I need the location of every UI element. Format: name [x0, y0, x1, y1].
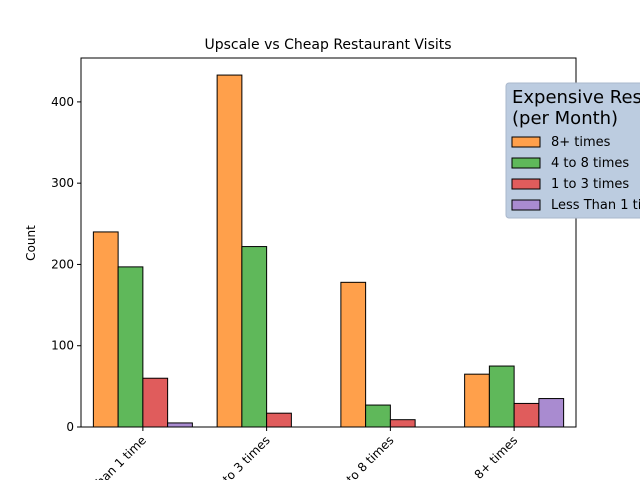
bar	[389, 419, 416, 428]
x-tick-label: 8+ times	[472, 433, 521, 480]
bar	[340, 281, 367, 428]
bar	[513, 402, 540, 428]
legend-swatch	[511, 157, 541, 169]
legend-label: 8+ times	[551, 135, 611, 150]
legend-title-line: (per Month)	[512, 108, 618, 129]
bar	[488, 365, 515, 428]
y-tick-label: 100	[51, 339, 74, 353]
bar	[365, 404, 391, 428]
legend-title: Expensive Restaurant Visits(per Month)	[512, 87, 640, 129]
y-tick-label: 0	[66, 420, 74, 434]
legend-swatch	[511, 178, 541, 190]
y-axis-label: Count	[24, 225, 38, 261]
x-tick-label: Less Than 1 time	[67, 433, 149, 480]
bar	[216, 74, 243, 428]
bar	[92, 231, 119, 428]
x-tick-label: 1 to 3 times	[212, 433, 273, 480]
bar	[167, 422, 193, 428]
legend-title-line: Expensive Restaurant Visits	[512, 87, 640, 108]
bar	[464, 373, 490, 428]
y-tick-label: 200	[51, 257, 74, 271]
y-tick-label: 400	[51, 95, 74, 109]
legend-label: 1 to 3 times	[551, 177, 629, 192]
bar	[241, 246, 268, 428]
x-tick-label: 4 to 8 times	[336, 433, 397, 480]
y-tick-label: 300	[51, 176, 74, 190]
legend-swatch	[511, 199, 541, 211]
plot-frame	[80, 57, 577, 428]
bar	[142, 377, 169, 428]
legend-swatch	[511, 136, 541, 148]
bar	[266, 412, 292, 428]
legend-label: 4 to 8 times	[551, 156, 629, 171]
bar	[117, 266, 144, 428]
chart-title: Upscale vs Cheap Restaurant Visits	[204, 37, 451, 53]
legend-label: Less Than 1 time	[551, 198, 640, 213]
bar	[538, 398, 565, 428]
